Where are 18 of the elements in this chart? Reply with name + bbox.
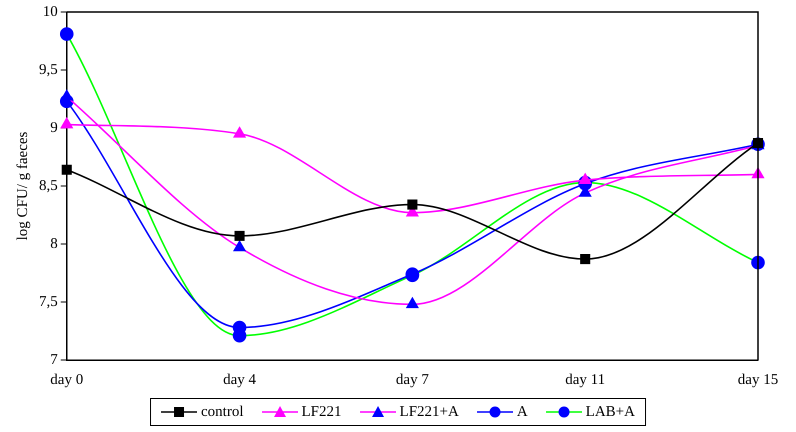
x-tick-label: day 11 bbox=[565, 372, 606, 388]
y-tick-label: 7,5 bbox=[39, 294, 58, 310]
y-tick-label: 7 bbox=[50, 352, 58, 368]
y-tick-label: 10 bbox=[42, 4, 58, 20]
y-axis-title: log CFU/ g faeces bbox=[14, 131, 31, 240]
legend-label: A bbox=[516, 404, 528, 420]
y-tick-label: 8,5 bbox=[39, 178, 58, 194]
x-tick-label: day 4 bbox=[223, 372, 257, 388]
legend-label: LAB+A bbox=[586, 404, 635, 420]
legend-label: LF221+A bbox=[400, 404, 459, 420]
x-tick-label: day 15 bbox=[738, 372, 778, 388]
y-tick-label: 8 bbox=[50, 236, 58, 252]
x-tick-label: day 7 bbox=[396, 372, 430, 388]
y-tick-label: 9,5 bbox=[39, 62, 58, 78]
y-tick-label: 9 bbox=[50, 120, 58, 136]
x-tick-label: day 0 bbox=[50, 372, 84, 388]
legend-label: LF221 bbox=[302, 404, 342, 420]
legend-label: control bbox=[201, 404, 244, 420]
